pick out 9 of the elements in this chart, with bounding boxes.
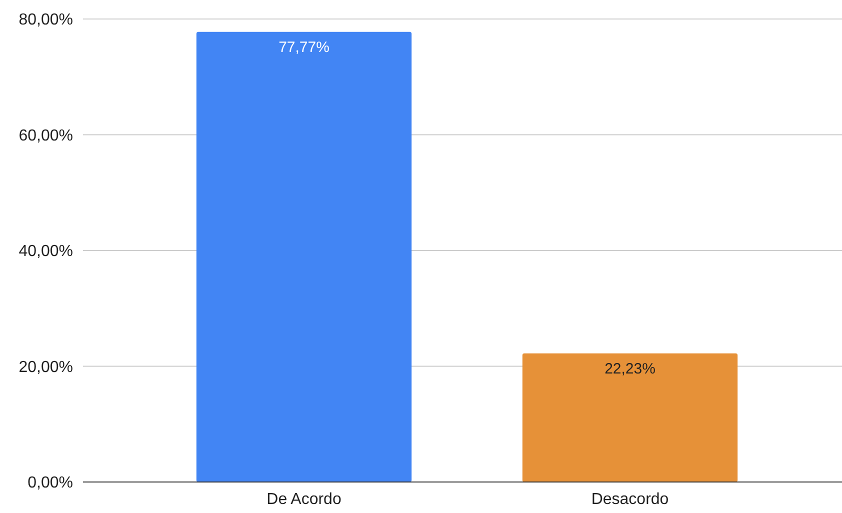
y-tick-label: 80,00% — [18, 12, 73, 29]
y-tick-label: 60,00% — [18, 127, 73, 144]
y-tick-label: 0,00% — [28, 474, 73, 492]
y-tick-label: 40,00% — [18, 243, 73, 260]
data-label: 22,23% — [604, 360, 656, 378]
x-tick-label: Desacordo — [591, 491, 669, 508]
y-tick-label: 20,00% — [18, 358, 73, 376]
data-label: 77,77% — [278, 38, 330, 56]
x-tick-label: De Acordo — [266, 491, 342, 508]
